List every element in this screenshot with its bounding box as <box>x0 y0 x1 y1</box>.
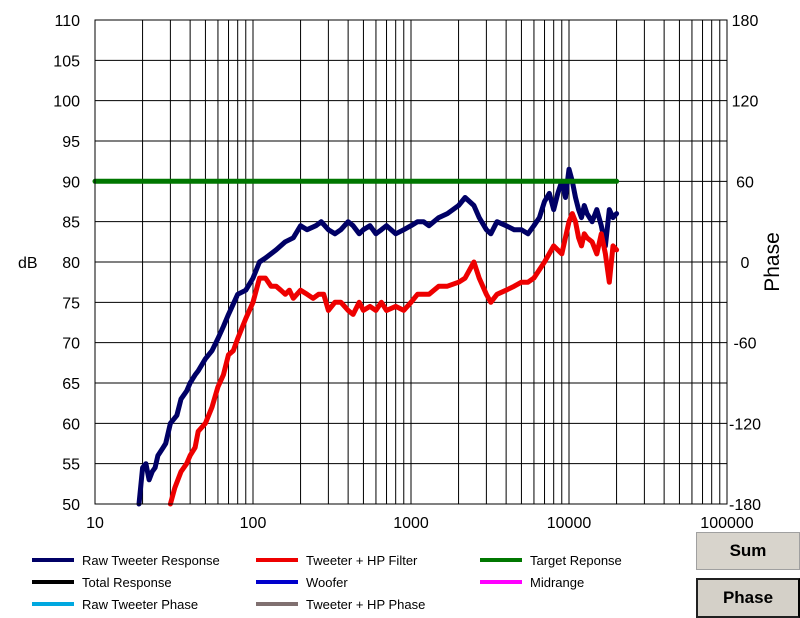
y2-tick-label: 0 <box>741 255 750 272</box>
legend-item: Tweeter + HP Phase <box>256 594 425 614</box>
y-tick-label: 65 <box>62 376 80 393</box>
legend-swatch <box>256 580 298 584</box>
legend-swatch <box>32 580 74 584</box>
x-tick-label: 100 <box>240 515 267 532</box>
legend-label: Midrange <box>530 574 585 590</box>
y2-tick-label: 180 <box>732 13 759 30</box>
series-line-raw-tweeter-response <box>136 166 620 507</box>
y-axis-label: dB <box>18 255 38 272</box>
y-tick-label: 110 <box>54 13 80 30</box>
y2-axis-label: Phase <box>761 232 784 292</box>
legend-swatch <box>256 558 298 562</box>
y-tick-label: 75 <box>62 295 80 312</box>
y2-tick-label: 120 <box>732 94 759 111</box>
series-lines <box>92 166 620 507</box>
y2-tick-label: -180 <box>729 497 761 514</box>
legend-item: Raw Tweeter Response <box>32 550 220 570</box>
legend-label: Total Response <box>82 574 172 590</box>
x-tick-label: 10 <box>86 515 104 532</box>
x-tick-label: 1000 <box>393 515 429 532</box>
series-line-tweeter-hp-filter <box>167 211 620 507</box>
legend-item: Target Reponse <box>480 550 622 570</box>
y2-tick-label: -120 <box>729 416 761 433</box>
grid <box>95 20 727 504</box>
legend-item: Raw Tweeter Phase <box>32 594 198 614</box>
y2-tick-label: -60 <box>733 336 756 353</box>
legend-label: Raw Tweeter Phase <box>82 596 199 612</box>
legend-item: Total Response <box>32 572 172 592</box>
phase-button[interactable]: Phase <box>696 578 800 618</box>
y-tick-label: 80 <box>62 255 80 272</box>
y-tick-label: 70 <box>62 336 80 353</box>
legend-label: Target Reponse <box>530 552 622 568</box>
y-tick-label: 105 <box>53 53 80 70</box>
legend-swatch <box>32 602 74 606</box>
legend-label: Tweeter + HP Phase <box>306 596 426 612</box>
legend-swatch <box>32 558 74 562</box>
tick-labels: 10 100 1000 10000 10000050556065707580859095… <box>53 13 761 532</box>
y-tick-label: 100 <box>53 94 80 111</box>
legend-item: Woofer <box>256 572 348 592</box>
legend-label: Woofer <box>306 574 348 590</box>
plot-frame <box>94 19 728 505</box>
y-tick-label: 60 <box>62 416 80 433</box>
y-tick-label: 55 <box>62 457 80 474</box>
x-tick-label: 10000 <box>547 515 592 532</box>
legend-swatch <box>480 558 522 562</box>
legend-item: Midrange <box>480 572 584 592</box>
y-tick-label: 85 <box>62 215 80 232</box>
sum-button[interactable]: Sum <box>696 532 800 570</box>
y-tick-label: 95 <box>62 134 80 151</box>
legend-swatch <box>256 602 298 606</box>
y-tick-label: 90 <box>62 174 80 191</box>
legend-item: Tweeter + HP Filter <box>256 550 417 570</box>
y2-tick-label: 60 <box>736 174 754 191</box>
y-tick-label: 50 <box>62 497 80 514</box>
legend-label: Raw Tweeter Response <box>82 552 220 568</box>
legend-label: Tweeter + HP Filter <box>306 552 418 568</box>
legend-swatch <box>480 580 522 584</box>
x-tick-label: 100000 <box>700 515 753 532</box>
